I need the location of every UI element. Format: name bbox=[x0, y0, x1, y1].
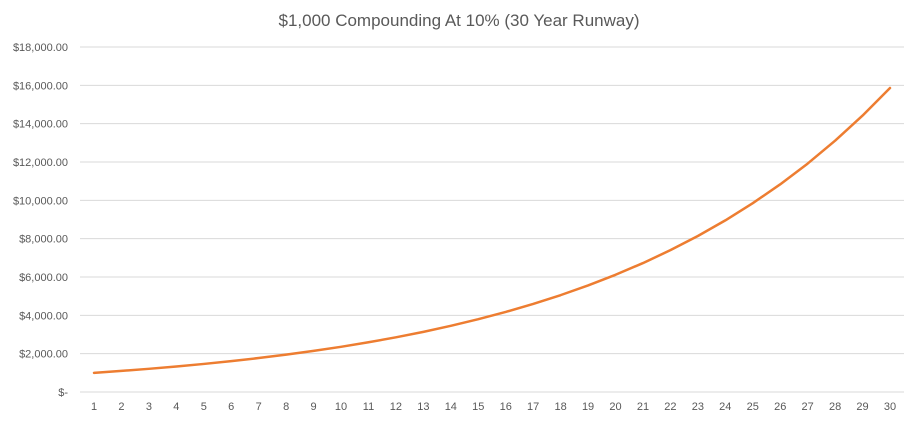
data-point bbox=[860, 113, 866, 119]
x-tick-label: 16 bbox=[500, 401, 512, 413]
x-tick-label: 25 bbox=[747, 401, 759, 413]
y-tick-label: $2,000.00 bbox=[19, 349, 68, 361]
x-tick-label: 28 bbox=[829, 401, 841, 413]
data-point bbox=[448, 323, 454, 329]
data-point bbox=[228, 358, 234, 364]
x-tick-label: 7 bbox=[256, 401, 262, 413]
y-tick-label: $6,000.00 bbox=[19, 272, 68, 284]
series-line-0 bbox=[92, 86, 892, 375]
data-point bbox=[420, 329, 426, 335]
y-tick-label: $10,000.00 bbox=[13, 195, 68, 207]
data-point bbox=[146, 366, 152, 372]
data-point bbox=[640, 260, 646, 266]
data-point bbox=[832, 138, 838, 144]
data-point bbox=[887, 85, 893, 91]
x-tick-label: 21 bbox=[637, 401, 649, 413]
x-tick-label: 22 bbox=[664, 401, 676, 413]
y-tick-label: $8,000.00 bbox=[19, 234, 68, 246]
chart-title: $1,000 Compounding At 10% (30 Year Runwa… bbox=[278, 11, 640, 30]
y-tick-label: $- bbox=[58, 387, 68, 399]
data-point bbox=[365, 339, 371, 345]
x-tick-label: 13 bbox=[417, 401, 429, 413]
data-point bbox=[777, 181, 783, 187]
data-point bbox=[118, 368, 124, 374]
data-point bbox=[750, 200, 756, 206]
data-point bbox=[393, 334, 399, 340]
y-tick-label: $12,000.00 bbox=[13, 157, 68, 169]
x-tick-label: 9 bbox=[311, 401, 317, 413]
data-point bbox=[173, 363, 179, 369]
x-tick-label: 30 bbox=[884, 401, 896, 413]
x-tick-label: 17 bbox=[527, 401, 539, 413]
x-tick-label: 2 bbox=[118, 401, 124, 413]
y-tick-label: $18,000.00 bbox=[13, 42, 68, 54]
data-point bbox=[530, 301, 536, 307]
x-tick-label: 14 bbox=[445, 401, 457, 413]
x-tick-label: 18 bbox=[554, 401, 566, 413]
x-tick-label: 5 bbox=[201, 401, 207, 413]
x-tick-label: 15 bbox=[472, 401, 484, 413]
data-point bbox=[503, 309, 509, 315]
x-tick-label: 24 bbox=[719, 401, 731, 413]
x-tick-label: 12 bbox=[390, 401, 402, 413]
data-point bbox=[805, 161, 811, 167]
x-tick-label: 10 bbox=[335, 401, 347, 413]
data-point bbox=[722, 217, 728, 223]
x-tick-label: 1 bbox=[91, 401, 97, 413]
gridlines bbox=[80, 46, 904, 393]
x-tick-label: 23 bbox=[692, 401, 704, 413]
x-tick-label: 11 bbox=[363, 401, 374, 413]
x-tick-label: 20 bbox=[609, 401, 621, 413]
y-tick-label: $4,000.00 bbox=[19, 310, 68, 322]
data-point bbox=[558, 292, 564, 298]
x-tick-label: 27 bbox=[802, 401, 814, 413]
data-point bbox=[585, 282, 591, 288]
y-axis-ticks: $- $2,000.00 $4,000.00 $6,000.00 $8,000.00 $1… bbox=[13, 42, 68, 399]
data-point bbox=[667, 247, 673, 253]
x-tick-label: 29 bbox=[856, 401, 868, 413]
series-layer bbox=[91, 85, 893, 376]
data-point bbox=[201, 361, 207, 367]
x-axis-ticks: 1 2 3 4 5 6 7 8 9 10 11 12 13 14 15 16 17 18 19 20 21 22 23 24 2… bbox=[91, 401, 896, 413]
data-point bbox=[695, 233, 701, 239]
data-point bbox=[283, 352, 289, 358]
y-tick-label: $14,000.00 bbox=[13, 119, 68, 131]
data-point bbox=[91, 370, 97, 376]
x-tick-label: 8 bbox=[283, 401, 289, 413]
x-tick-label: 19 bbox=[582, 401, 594, 413]
x-tick-label: 4 bbox=[173, 401, 179, 413]
data-point bbox=[338, 344, 344, 350]
data-point bbox=[475, 316, 481, 322]
x-tick-label: 3 bbox=[146, 401, 152, 413]
x-tick-label: 26 bbox=[774, 401, 786, 413]
data-point bbox=[613, 272, 619, 278]
y-tick-label: $16,000.00 bbox=[13, 80, 68, 92]
x-tick-label: 6 bbox=[228, 401, 234, 413]
data-point bbox=[256, 355, 262, 361]
data-point bbox=[311, 348, 317, 354]
